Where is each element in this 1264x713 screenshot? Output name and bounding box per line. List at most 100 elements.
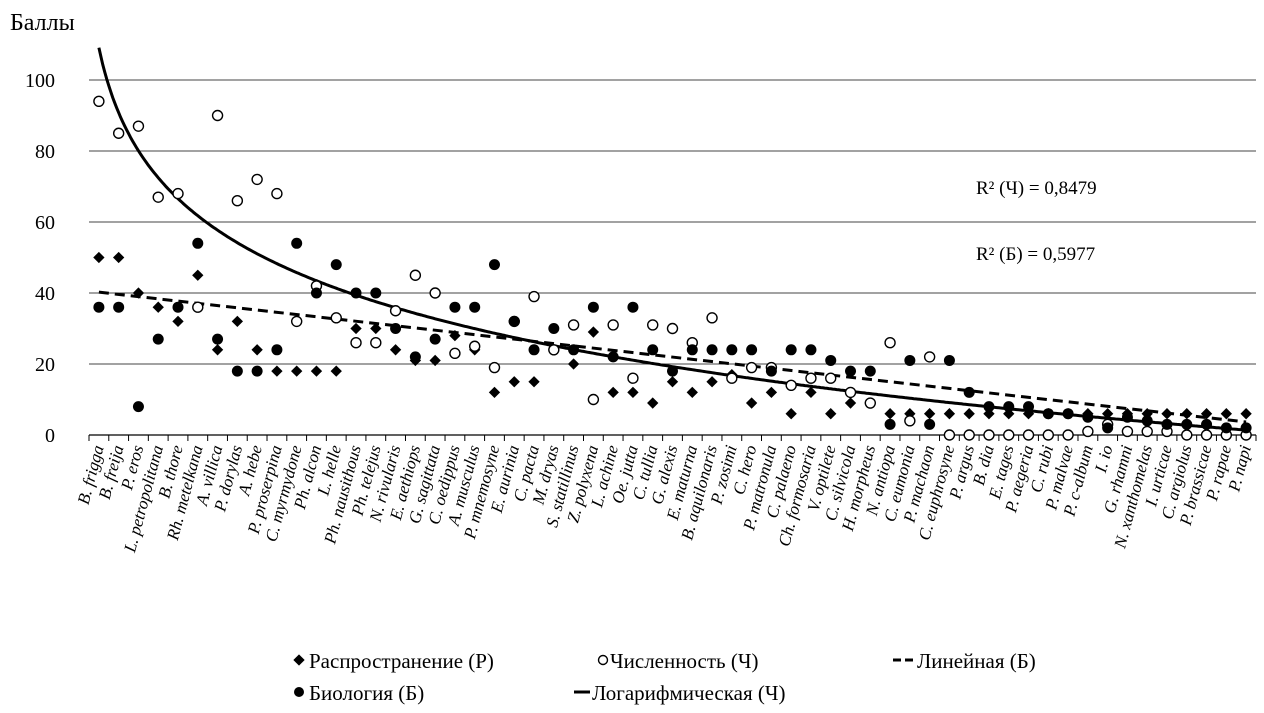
point-biologiya	[330, 259, 342, 271]
point-chislennost	[251, 173, 263, 186]
point-chislennost	[805, 372, 817, 384]
filled-circle-marker-icon	[294, 687, 304, 697]
point-rasprostranenie	[1240, 408, 1252, 420]
point-biologiya	[963, 386, 975, 398]
point-chislennost	[1121, 425, 1134, 438]
point-rasprostranenie	[152, 301, 164, 313]
point-rasprostranenie	[627, 386, 639, 399]
point-chislennost	[548, 344, 560, 356]
point-biologiya	[251, 365, 263, 377]
point-biologiya	[785, 344, 797, 356]
point-biologiya	[548, 323, 560, 334]
legend-item-lineynaya: Линейная (Б)	[893, 649, 1036, 673]
point-biologiya	[291, 237, 303, 249]
point-biologiya	[192, 237, 204, 249]
point-biologiya	[587, 301, 599, 313]
point-biologiya	[1201, 418, 1213, 430]
point-biologiya	[350, 287, 362, 299]
y-tick-labels: 0 20 40 60 80 100	[25, 70, 55, 447]
point-biologiya	[508, 315, 520, 327]
point-rasprostranenie	[93, 251, 105, 264]
point-chislennost	[864, 397, 876, 409]
point-biologiya	[627, 301, 639, 313]
point-biologiya	[805, 344, 817, 356]
point-chislennost	[330, 312, 342, 324]
point-chislennost	[825, 372, 837, 384]
point-chislennost	[132, 120, 145, 132]
point-biologiya	[212, 333, 224, 345]
point-chislennost	[884, 337, 896, 349]
point-rasprostranenie	[785, 408, 797, 420]
point-chislennost	[112, 127, 125, 139]
y-tick-label: 100	[25, 70, 55, 92]
point-chislennost	[904, 415, 916, 427]
point-chislennost	[726, 372, 738, 384]
point-rasprostranenie	[587, 326, 600, 338]
point-biologiya	[132, 401, 144, 413]
point-chislennost	[409, 269, 422, 281]
point-rasprostranenie	[844, 397, 857, 409]
point-rasprostranenie	[1220, 408, 1232, 420]
point-biologiya	[765, 365, 777, 377]
legend: Распространение (Р) Численность (Ч) Лине…	[293, 649, 1036, 705]
point-biologiya	[726, 344, 738, 356]
point-biologiya	[488, 259, 500, 271]
point-biologiya	[469, 301, 481, 313]
legend-item-chislennost: Численность (Ч)	[597, 649, 758, 673]
point-biologiya	[310, 287, 322, 299]
point-biologiya	[884, 418, 896, 430]
point-chislennost	[587, 393, 600, 406]
point-rasprostranenie	[765, 386, 778, 399]
point-chislennost	[983, 429, 995, 441]
point-chislennost	[1003, 429, 1015, 441]
point-rasprostranenie	[666, 376, 679, 388]
point-chislennost	[528, 290, 540, 303]
point-rasprostranenie	[211, 344, 224, 356]
point-biologiya	[864, 365, 876, 377]
point-biologiya	[706, 344, 718, 356]
point-biologiya	[904, 354, 916, 366]
point-biologiya	[152, 333, 164, 345]
point-rasprostranenie	[389, 344, 402, 356]
point-rasprostranenie	[330, 365, 342, 377]
point-biologiya	[1181, 418, 1193, 430]
point-chislennost	[607, 319, 619, 331]
point-rasprostranenie	[884, 408, 896, 420]
point-chislennost	[1141, 425, 1153, 438]
point-rasprostranenie	[963, 408, 975, 420]
point-biologiya	[1161, 418, 1173, 430]
point-rasprostranenie	[607, 386, 619, 399]
point-chislennost	[1042, 429, 1055, 441]
point-rasprostranenie	[192, 269, 204, 281]
point-chislennost	[963, 429, 975, 441]
point-biologiya	[390, 323, 402, 334]
point-chislennost	[488, 361, 501, 374]
point-chislennost	[231, 194, 244, 207]
point-rasprostranenie	[943, 408, 956, 420]
point-chislennost	[1200, 429, 1213, 441]
point-rasprostranenie	[310, 365, 323, 377]
linear-trendline-biologiya	[98, 290, 1247, 424]
point-rasprostranenie	[706, 376, 718, 388]
point-chislennost	[350, 337, 362, 349]
point-chislennost	[1082, 425, 1094, 438]
point-rasprostranenie	[745, 397, 758, 409]
legend-label-logarifmicheskaya: Логарифмическая (Ч)	[592, 681, 786, 705]
y-tick-label: 20	[35, 354, 55, 376]
point-biologiya	[667, 365, 678, 377]
point-biologiya	[1082, 411, 1094, 423]
point-rasprostranenie	[429, 354, 441, 367]
diamond-marker-icon	[293, 654, 305, 666]
point-chislennost	[172, 187, 184, 200]
point-biologiya	[370, 287, 382, 299]
point-biologiya	[568, 344, 580, 356]
point-chislennost	[469, 340, 481, 352]
point-chislennost	[745, 361, 758, 374]
point-biologiya	[231, 365, 243, 377]
point-chislennost	[93, 95, 105, 108]
data-points	[93, 95, 1252, 441]
point-rasprostranenie	[449, 329, 461, 342]
point-rasprostranenie	[291, 365, 303, 377]
point-rasprostranenie	[647, 397, 659, 409]
point-chislennost	[943, 429, 956, 441]
